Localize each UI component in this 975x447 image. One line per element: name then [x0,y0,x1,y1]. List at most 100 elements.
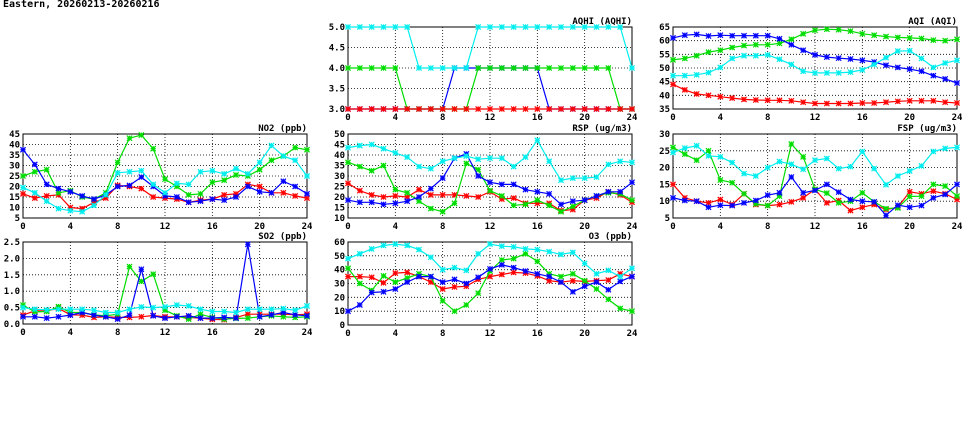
data-point [268,311,275,318]
data-point [292,144,299,151]
plot-frame [672,26,958,110]
data-point [475,64,482,72]
data-point [705,152,712,159]
data-point [534,258,541,265]
data-point [847,55,854,63]
data-point [628,179,636,186]
x-tick-label: 20 [904,113,915,123]
data-point [764,202,771,209]
data-point [344,144,352,151]
data-point [546,105,553,113]
data-point [859,30,866,37]
data-point [823,155,830,162]
x-tick-label: 12 [810,222,821,232]
data-point [628,197,636,204]
data-point [593,174,600,181]
data-point [593,23,600,31]
data-point [43,198,50,205]
data-point [693,90,700,97]
data-point [847,69,854,76]
data-point [617,270,624,277]
data-point [19,146,27,153]
y-tick-label: 15 [9,193,20,203]
data-point [681,151,688,158]
data-point [67,188,74,195]
data-point [776,35,783,42]
data-point [510,195,517,202]
data-point [534,188,541,195]
y-tick-label: 65 [659,23,670,33]
x-tick-label: 12 [160,222,171,232]
plot-frame [672,133,958,219]
y-tick-label: 40 [334,151,345,161]
data-point [617,105,624,113]
y-tick-label: 40 [334,266,345,276]
data-point [498,261,505,268]
data-point [486,179,494,186]
data-point [280,178,287,185]
y-tick-label: 20 [659,164,670,174]
y-tick-label: 50 [659,64,670,74]
x-tick-label: 20 [579,113,590,123]
data-point [356,273,363,280]
data-point [451,64,458,72]
data-point [221,308,228,315]
data-point [942,60,949,67]
data-point [392,192,399,199]
data-point [404,189,411,196]
data-point [628,64,636,72]
data-point [705,92,712,99]
series-cyan [669,142,961,188]
data-point [918,202,925,209]
data-point [427,279,434,286]
data-point [811,27,819,34]
data-point [126,182,133,189]
data-point [788,41,795,48]
data-point [581,283,588,290]
data-point [415,198,423,205]
data-point [486,187,494,194]
data-point [244,241,251,248]
data-point [415,273,423,280]
data-point [693,157,700,164]
data-point [150,181,157,188]
data-point [43,181,50,188]
data-point [43,315,50,322]
data-point [681,197,688,204]
data-point [628,105,636,113]
data-point [705,147,712,154]
x-tick-label: 8 [115,222,120,232]
x-tick-label: 8 [765,113,770,123]
data-point [31,306,38,313]
data-point [303,312,311,319]
data-point [232,165,240,172]
data-point [415,193,423,201]
data-point [882,54,890,61]
page-title: Eastern, 20260213-20260216 [3,0,160,10]
data-point [356,23,363,31]
data-point [617,273,624,280]
x-tick-label: 0 [670,222,675,232]
data-point [510,163,517,170]
data-point [126,312,133,319]
data-point [498,105,505,113]
data-point [102,309,109,316]
plot-frame [22,241,308,325]
data-point [953,36,961,43]
data-point [669,144,677,151]
data-point [79,205,86,212]
data-point [669,149,677,156]
data-point [244,311,251,318]
chart-title: FSP (ug/m3) [897,124,957,134]
data-point [906,193,913,200]
data-point [930,37,937,44]
data-point [19,304,27,311]
data-point [557,251,565,258]
data-point [102,313,109,320]
data-point [534,246,541,253]
data-point [752,41,759,48]
data-point [67,309,74,316]
y-tick-label: 2.0 [4,254,20,264]
data-point [356,250,363,257]
x-tick-label: 12 [485,222,496,232]
